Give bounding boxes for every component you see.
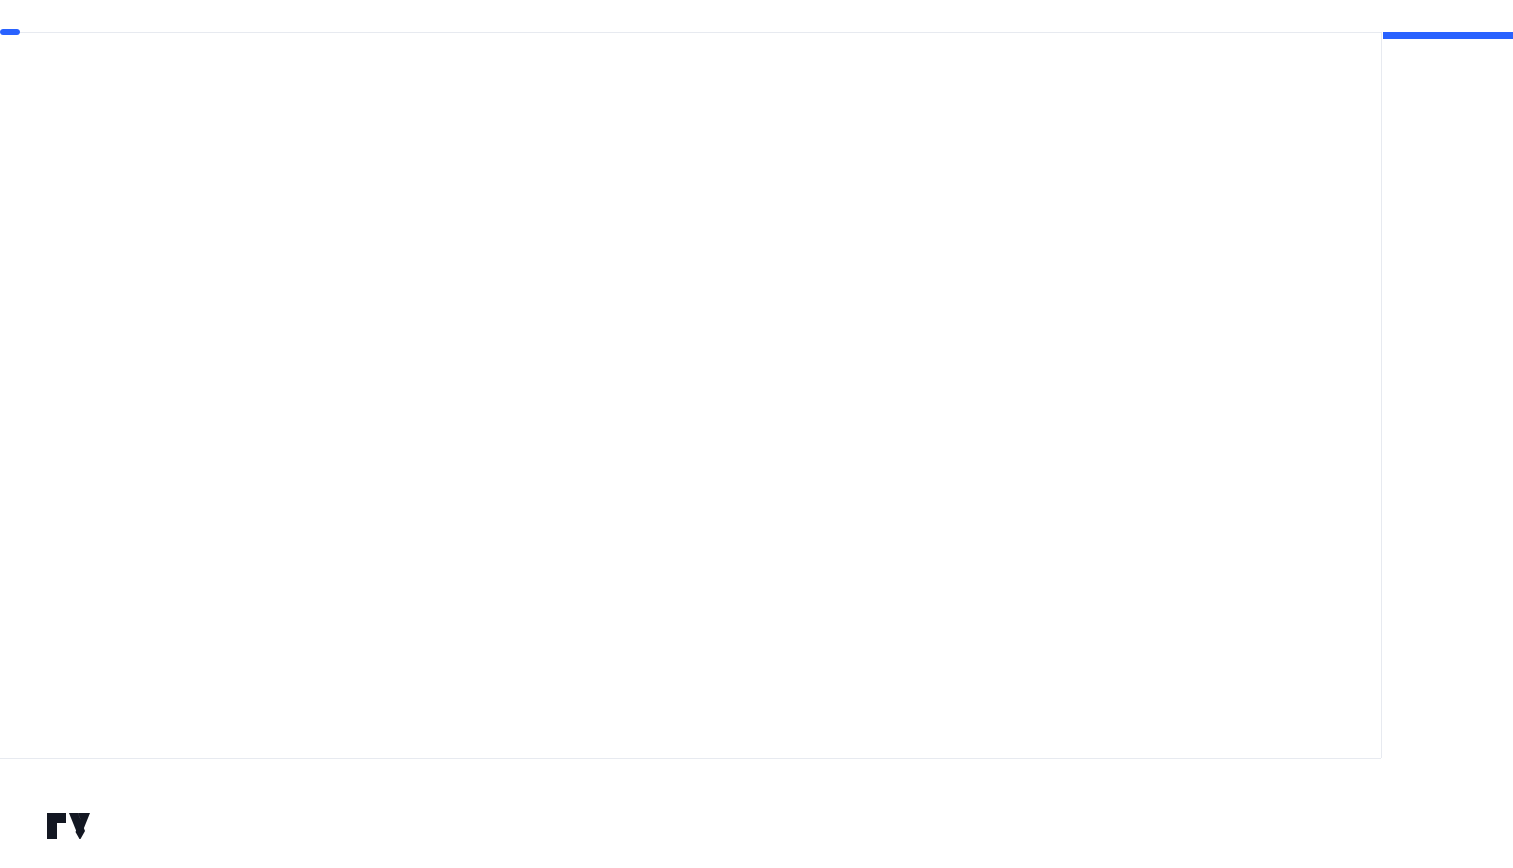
price-chart-canvas[interactable] (0, 32, 1513, 792)
tradingview-branding[interactable] (46, 806, 100, 846)
tradingview-logo-icon (47, 813, 90, 839)
separator (0, 32, 1513, 33)
price-axis[interactable] (1381, 32, 1513, 758)
current-price-box (1383, 32, 1513, 39)
symbol-label-chip[interactable] (0, 29, 20, 35)
time-axis[interactable] (0, 758, 1381, 793)
chart-area[interactable] (0, 29, 1513, 793)
